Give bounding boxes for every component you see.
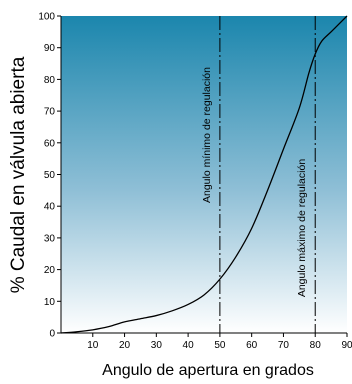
x-tick-label: 70	[278, 340, 290, 351]
y-tick-label: 30	[44, 233, 56, 244]
x-tick-label: 80	[310, 340, 322, 351]
y-tick-label: 50	[44, 170, 56, 181]
x-axis-title: Angulo de apertura en grados	[102, 362, 314, 379]
y-tick-label: 0	[49, 329, 55, 340]
y-tick-label: 90	[44, 43, 56, 54]
x-tick-label: 30	[151, 340, 163, 351]
x-tick-label: 40	[183, 340, 195, 351]
series-line	[60, 15, 348, 334]
x-tick-label: 10	[87, 340, 99, 351]
x-tick-label: 60	[246, 340, 258, 351]
x-tick-label: 20	[119, 340, 131, 351]
x-tick-label: 50	[214, 340, 226, 351]
plot-background	[61, 16, 347, 333]
y-tick-label: 70	[44, 107, 56, 118]
y-tick-label: 20	[44, 265, 56, 276]
reference-line-label: Angulo máximo de regulación	[296, 159, 308, 297]
x-tick-label: 90	[341, 340, 352, 351]
y-tick-label: 40	[44, 202, 56, 213]
y-tick-label: 100	[38, 12, 55, 23]
y-tick-label: 10	[44, 297, 56, 308]
y-axis-title: % Caudal en válvula abierta	[8, 56, 29, 293]
y-tick-label: 60	[44, 138, 56, 149]
y-tick-label: 80	[44, 75, 56, 86]
reference-line-label: Angulo mínimo de regulación	[201, 67, 213, 203]
